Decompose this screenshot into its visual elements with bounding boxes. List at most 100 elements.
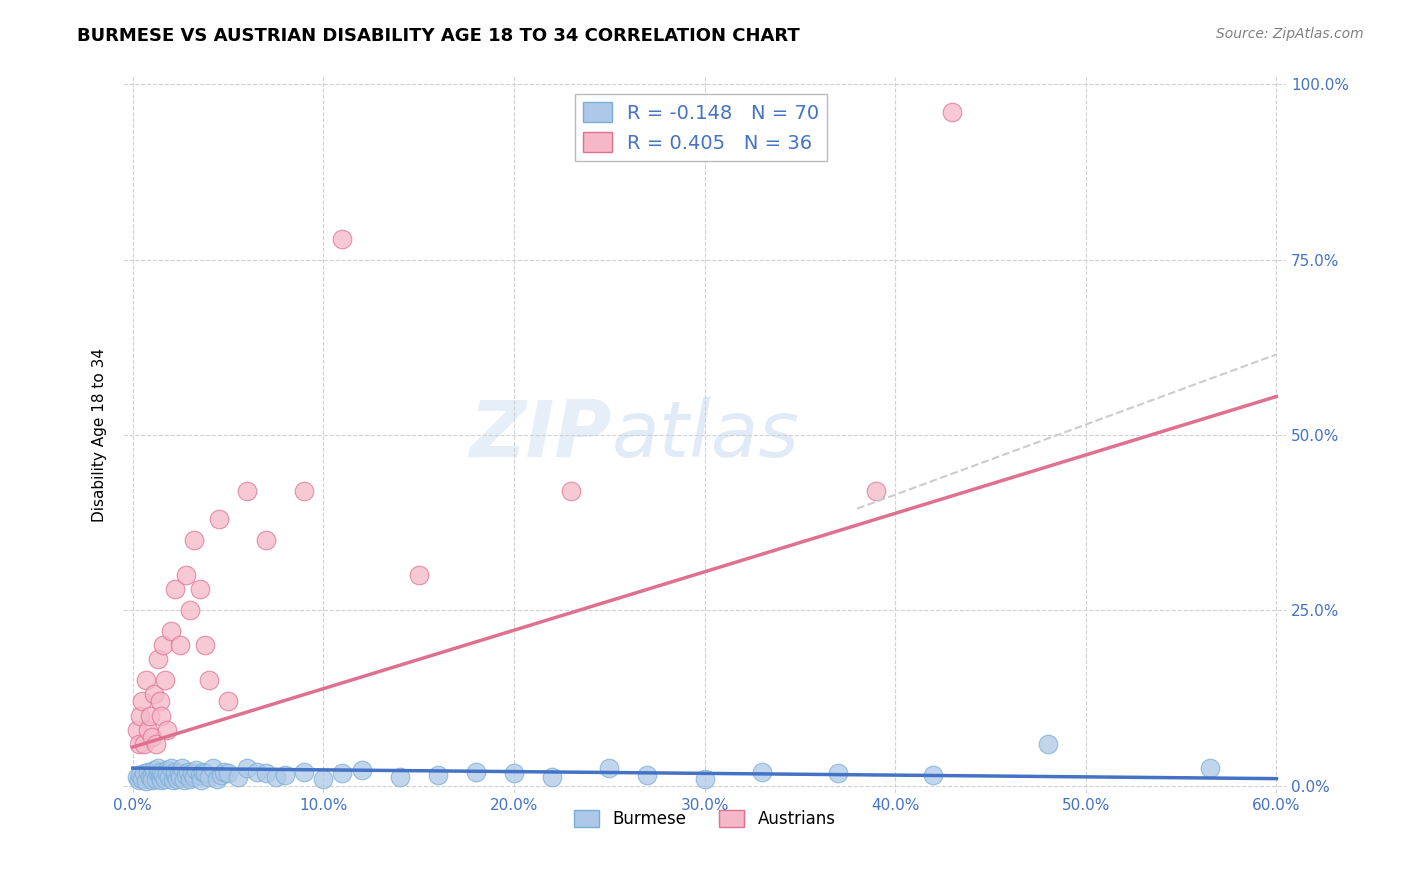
Point <box>136 723 159 737</box>
Point <box>174 768 197 782</box>
Point <box>152 639 174 653</box>
Y-axis label: Disability Age 18 to 34: Disability Age 18 to 34 <box>93 348 107 522</box>
Point <box>155 673 177 688</box>
Point <box>217 694 239 708</box>
Point <box>145 737 167 751</box>
Text: atlas: atlas <box>612 397 800 473</box>
Point <box>184 763 207 777</box>
Point <box>141 768 163 782</box>
Point <box>129 708 152 723</box>
Point <box>207 512 229 526</box>
Point <box>217 766 239 780</box>
Point <box>408 568 430 582</box>
Point <box>177 764 200 779</box>
Point <box>152 768 174 782</box>
Point <box>693 772 716 786</box>
Point <box>139 770 162 784</box>
Point <box>155 772 177 786</box>
Point <box>292 484 315 499</box>
Point <box>135 673 157 688</box>
Point <box>188 768 211 782</box>
Point <box>128 737 150 751</box>
Text: ZIP: ZIP <box>470 397 612 473</box>
Point <box>131 694 153 708</box>
Point <box>136 764 159 779</box>
Point <box>169 770 191 784</box>
Point <box>163 764 186 779</box>
Point <box>156 723 179 737</box>
Text: Source: ZipAtlas.com: Source: ZipAtlas.com <box>1216 27 1364 41</box>
Point <box>246 764 269 779</box>
Point <box>129 768 152 782</box>
Point <box>194 766 217 780</box>
Point <box>636 768 658 782</box>
Point <box>560 484 582 499</box>
Point <box>426 768 449 782</box>
Point <box>162 772 184 787</box>
Point <box>167 766 190 780</box>
Point <box>183 533 205 548</box>
Point <box>166 772 188 786</box>
Point <box>193 764 215 779</box>
Point <box>205 772 228 786</box>
Point <box>150 772 173 787</box>
Point <box>142 763 165 777</box>
Point <box>139 708 162 723</box>
Point <box>827 766 849 780</box>
Point <box>141 772 163 787</box>
Point <box>292 764 315 779</box>
Text: BURMESE VS AUSTRIAN DISABILITY AGE 18 TO 34 CORRELATION CHART: BURMESE VS AUSTRIAN DISABILITY AGE 18 TO… <box>77 27 800 45</box>
Point <box>388 770 411 784</box>
Point <box>134 766 156 780</box>
Point <box>503 766 526 780</box>
Point <box>350 763 373 777</box>
Point <box>148 694 170 708</box>
Point <box>254 533 277 548</box>
Point <box>179 772 201 786</box>
Point <box>941 105 963 120</box>
Point <box>201 761 224 775</box>
Point <box>1198 761 1220 775</box>
Point <box>160 761 183 775</box>
Point <box>236 484 259 499</box>
Point <box>160 624 183 639</box>
Point <box>150 764 173 779</box>
Point <box>226 770 249 784</box>
Point <box>180 766 202 780</box>
Point <box>125 770 148 784</box>
Point <box>254 766 277 780</box>
Point <box>125 723 148 737</box>
Point <box>464 764 486 779</box>
Point <box>264 770 287 784</box>
Point <box>146 766 169 780</box>
Point <box>163 768 186 782</box>
Point <box>332 232 354 246</box>
Point <box>183 770 205 784</box>
Point <box>190 772 212 787</box>
Point <box>274 768 297 782</box>
Point <box>148 770 170 784</box>
Point <box>146 652 169 666</box>
Point <box>157 770 180 784</box>
Point <box>128 772 150 787</box>
Point <box>145 772 167 786</box>
Point <box>236 761 259 775</box>
Point <box>163 582 186 597</box>
Point <box>312 772 335 786</box>
Point <box>922 768 945 782</box>
Point <box>209 768 232 782</box>
Point <box>156 766 179 780</box>
Point <box>146 761 169 775</box>
Point <box>142 688 165 702</box>
Point <box>135 774 157 789</box>
Point <box>1036 737 1059 751</box>
Point <box>332 766 354 780</box>
Point <box>751 764 773 779</box>
Point <box>214 764 236 779</box>
Point <box>179 603 201 617</box>
Point <box>174 568 197 582</box>
Point <box>169 639 191 653</box>
Point <box>172 761 194 775</box>
Point <box>194 639 217 653</box>
Point <box>173 772 195 787</box>
